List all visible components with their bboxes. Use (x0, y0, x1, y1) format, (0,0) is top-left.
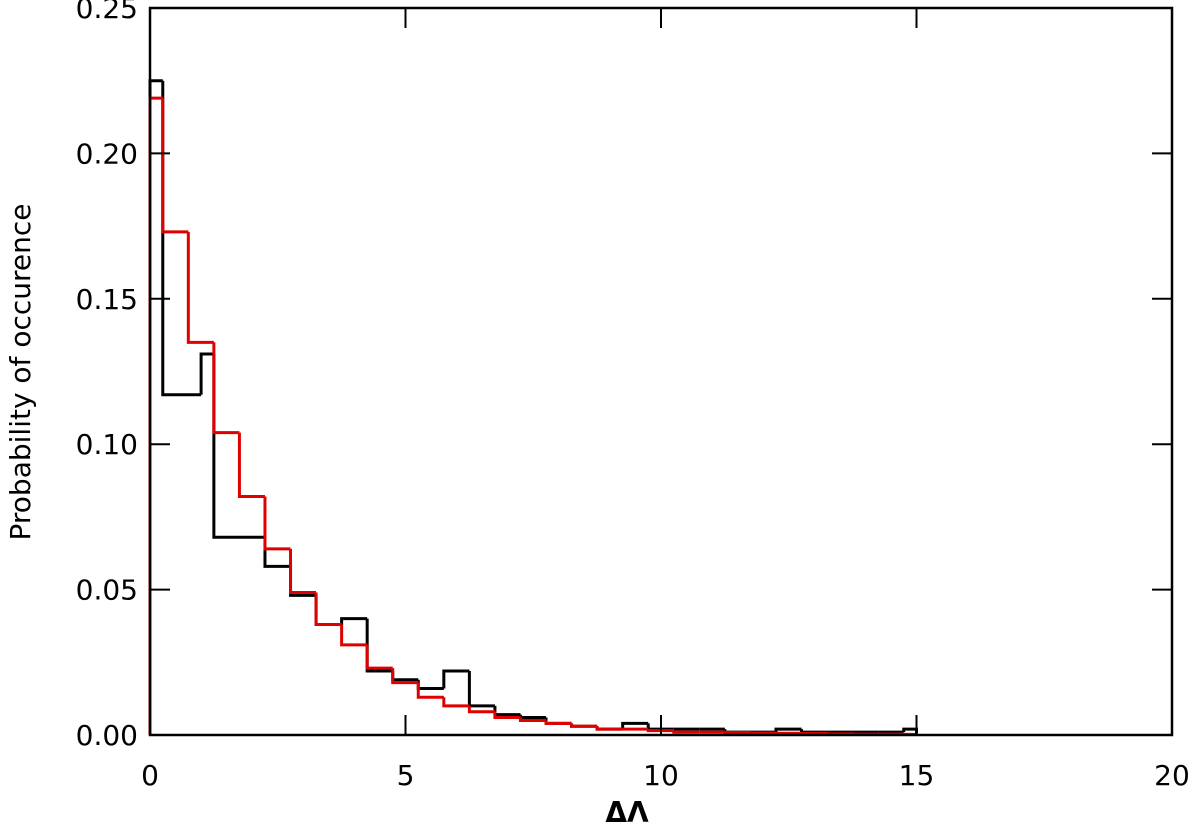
histogram-bin (416, 682, 444, 699)
y-tick-label: 0.00 (76, 719, 138, 752)
x-tick-label: 20 (1154, 759, 1190, 792)
y-tick-label: 0.10 (76, 428, 138, 461)
histogram-bin (289, 548, 317, 595)
histogram-bin (595, 726, 623, 731)
histogram-bin (570, 723, 598, 728)
histogram-bin (442, 697, 470, 708)
histogram-bin (672, 730, 700, 734)
histogram-bin (148, 96, 163, 735)
histogram-bin (467, 705, 495, 714)
x-tick-label: 5 (397, 759, 415, 792)
y-tick-label: 0.20 (76, 137, 138, 170)
histogram-bin (365, 618, 393, 673)
histogram-bin (518, 717, 547, 722)
histogram-bin (212, 342, 240, 435)
histogram-bin (340, 617, 368, 625)
x-axis-label: ΔΛ (605, 796, 649, 829)
histogram-bin (186, 231, 214, 344)
histogram-bin (263, 496, 291, 551)
histogram-bin (161, 98, 189, 234)
histogram-bin (199, 352, 214, 395)
histogram-bin (148, 79, 163, 735)
histogram-bin (493, 711, 521, 720)
histogram-bin (263, 537, 291, 568)
y-tick-label: 0.25 (76, 0, 138, 25)
histogram-bin (391, 668, 419, 685)
histogram-bin (774, 727, 802, 733)
histogram-bin (365, 644, 393, 670)
histogram-bin (314, 592, 342, 626)
y-tick-label: 0.05 (76, 574, 138, 607)
histogram-bin (237, 432, 265, 499)
histogram-bin (442, 669, 470, 689)
histogram-bin (391, 671, 419, 682)
histogram-bin (493, 705, 521, 717)
histogram-bin (544, 720, 572, 725)
histogram-bin (416, 679, 444, 690)
x-tick-label: 0 (141, 759, 159, 792)
x-tick-label: 10 (643, 759, 679, 792)
histogram-bin (518, 714, 547, 720)
x-tick-label: 15 (899, 759, 935, 792)
histogram-bin (467, 671, 495, 708)
histogram-bin (340, 624, 368, 647)
plot-frame (148, 6, 1174, 737)
y-tick-label: 0.15 (76, 283, 138, 316)
histogram-bin (161, 80, 202, 397)
histogram-bin (800, 729, 828, 734)
histogram-bin (723, 731, 751, 735)
histogram-bin (646, 729, 674, 733)
y-axis-label: Probability of occurence (4, 204, 37, 541)
histogram-bin (621, 721, 649, 730)
histogram-bin (314, 595, 342, 626)
